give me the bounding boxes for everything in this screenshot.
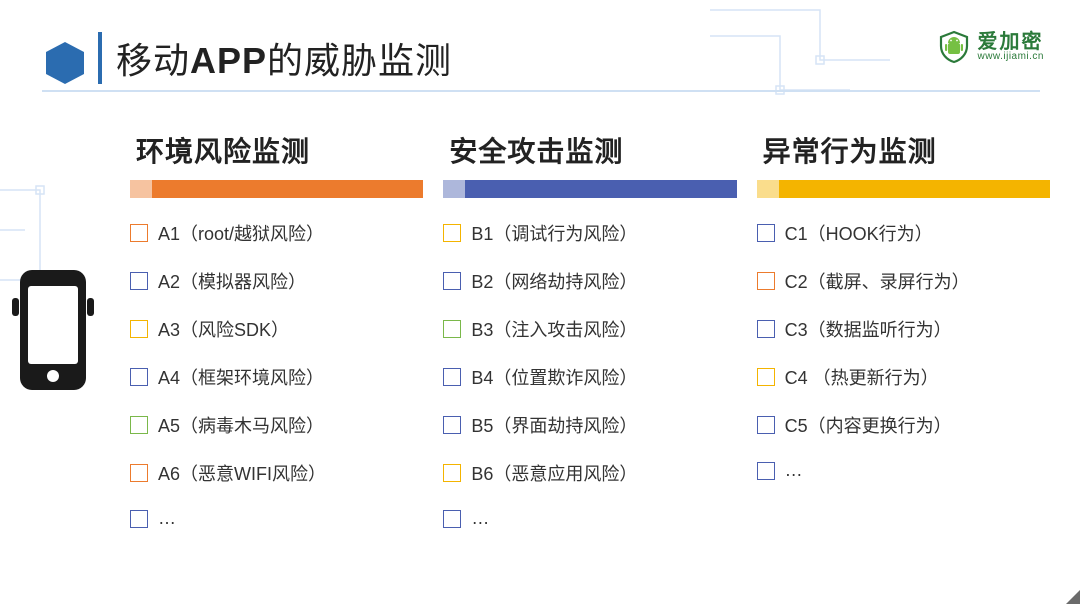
checkbox-icon: [130, 416, 148, 434]
checkbox-icon: [757, 368, 775, 386]
item-label: C2（截屏、录屏行为）: [785, 268, 970, 294]
item-label: B6（恶意应用风险）: [471, 460, 637, 486]
list-item: C3（数据监听行为）: [757, 316, 1050, 342]
list-item: C5（内容更换行为）: [757, 412, 1050, 438]
logo-text-url: www.ijiami.cn: [977, 52, 1044, 62]
list-item: B6（恶意应用风险）: [443, 460, 736, 486]
checkbox-icon: [443, 464, 461, 482]
corner-mark: [1066, 590, 1080, 604]
checkbox-icon: [757, 224, 775, 242]
item-label: …: [785, 460, 803, 481]
checkbox-icon: [757, 320, 775, 338]
list-item: …: [757, 460, 1050, 481]
item-label: …: [158, 508, 176, 529]
title-bold: APP: [190, 40, 267, 82]
list-item: C2（截屏、录屏行为）: [757, 268, 1050, 294]
hex-bullet-icon: [42, 40, 88, 86]
column-bar: [757, 180, 1050, 198]
slide-title: 移动 APP 的威胁监测: [98, 32, 452, 84]
checkbox-icon: [443, 368, 461, 386]
column-title: 安全攻击监测: [443, 130, 736, 170]
column-title: 异常行为监测: [757, 130, 1050, 170]
app-phone-icon: APP: [12, 270, 94, 390]
item-label: …: [471, 508, 489, 529]
item-list: C1（HOOK行为） C2（截屏、录屏行为） C3（数据监听行为） C4 （热更新行为…: [757, 220, 1050, 481]
list-item: B2（网络劫持风险）: [443, 268, 736, 294]
title-post: 的威胁监测: [267, 32, 452, 84]
list-item: A4（框架环境风险）: [130, 364, 423, 390]
checkbox-icon: [757, 416, 775, 434]
list-item: C1（HOOK行为）: [757, 220, 1050, 246]
column-bar: [443, 180, 736, 198]
item-label: C4 （热更新行为）: [785, 364, 939, 390]
title-pre: 移动: [116, 32, 190, 84]
item-label: C3（数据监听行为）: [785, 316, 952, 342]
item-label: A2（模拟器风险）: [158, 268, 306, 294]
list-item: C4 （热更新行为）: [757, 364, 1050, 390]
category-column: 安全攻击监测 B1（调试行为风险） B2（网络劫持风险） B3（注入攻击风险） B4（位…: [443, 130, 736, 529]
item-label: C1（HOOK行为）: [785, 220, 933, 246]
item-label: C5（内容更换行为）: [785, 412, 952, 438]
item-label: B4（位置欺诈风险）: [471, 364, 637, 390]
category-columns: 环境风险监测 A1（root/越狱风险） A2（模拟器风险） A3（风险SDK） A4（…: [130, 130, 1050, 529]
checkbox-icon: [130, 368, 148, 386]
checkbox-icon: [130, 272, 148, 290]
checkbox-icon: [130, 464, 148, 482]
category-column: 异常行为监测 C1（HOOK行为） C2（截屏、录屏行为） C3（数据监听行为） C4 …: [757, 130, 1050, 529]
checkbox-icon: [443, 416, 461, 434]
shield-icon: [937, 30, 971, 64]
checkbox-icon: [443, 272, 461, 290]
checkbox-icon: [443, 224, 461, 242]
logo-text-cn: 爱加密: [977, 32, 1044, 52]
column-title: 环境风险监测: [130, 130, 423, 170]
list-item: …: [443, 508, 736, 529]
checkbox-icon: [130, 510, 148, 528]
app-icon-label: APP: [32, 317, 73, 339]
list-item: A6（恶意WIFI风险）: [130, 460, 423, 486]
list-item: B5（界面劫持风险）: [443, 412, 736, 438]
list-item: A3（风险SDK）: [130, 316, 423, 342]
item-label: A5（病毒木马风险）: [158, 412, 324, 438]
item-label: A6（恶意WIFI风险）: [158, 460, 326, 486]
item-label: A4（框架环境风险）: [158, 364, 324, 390]
item-list: A1（root/越狱风险） A2（模拟器风险） A3（风险SDK） A4（框架环境风险…: [130, 220, 423, 529]
item-label: B3（注入攻击风险）: [471, 316, 637, 342]
slide-header: 移动 APP 的威胁监测: [42, 32, 1040, 92]
column-bar: [130, 180, 423, 198]
checkbox-icon: [443, 320, 461, 338]
checkbox-icon: [130, 224, 148, 242]
checkbox-icon: [757, 462, 775, 480]
item-list: B1（调试行为风险） B2（网络劫持风险） B3（注入攻击风险） B4（位置欺诈风险）…: [443, 220, 736, 529]
list-item: B3（注入攻击风险）: [443, 316, 736, 342]
list-item: B4（位置欺诈风险）: [443, 364, 736, 390]
checkbox-icon: [757, 272, 775, 290]
list-item: …: [130, 508, 423, 529]
list-item: A5（病毒木马风险）: [130, 412, 423, 438]
item-label: B1（调试行为风险）: [471, 220, 637, 246]
checkbox-icon: [443, 510, 461, 528]
checkbox-icon: [130, 320, 148, 338]
category-column: 环境风险监测 A1（root/越狱风险） A2（模拟器风险） A3（风险SDK） A4（…: [130, 130, 423, 529]
brand-logo: 爱加密 www.ijiami.cn: [937, 30, 1044, 64]
item-label: B5（界面劫持风险）: [471, 412, 637, 438]
list-item: A2（模拟器风险）: [130, 268, 423, 294]
list-item: B1（调试行为风险）: [443, 220, 736, 246]
item-label: A1（root/越狱风险）: [158, 220, 324, 246]
item-label: A3（风险SDK）: [158, 316, 289, 342]
list-item: A1（root/越狱风险）: [130, 220, 423, 246]
item-label: B2（网络劫持风险）: [471, 268, 637, 294]
